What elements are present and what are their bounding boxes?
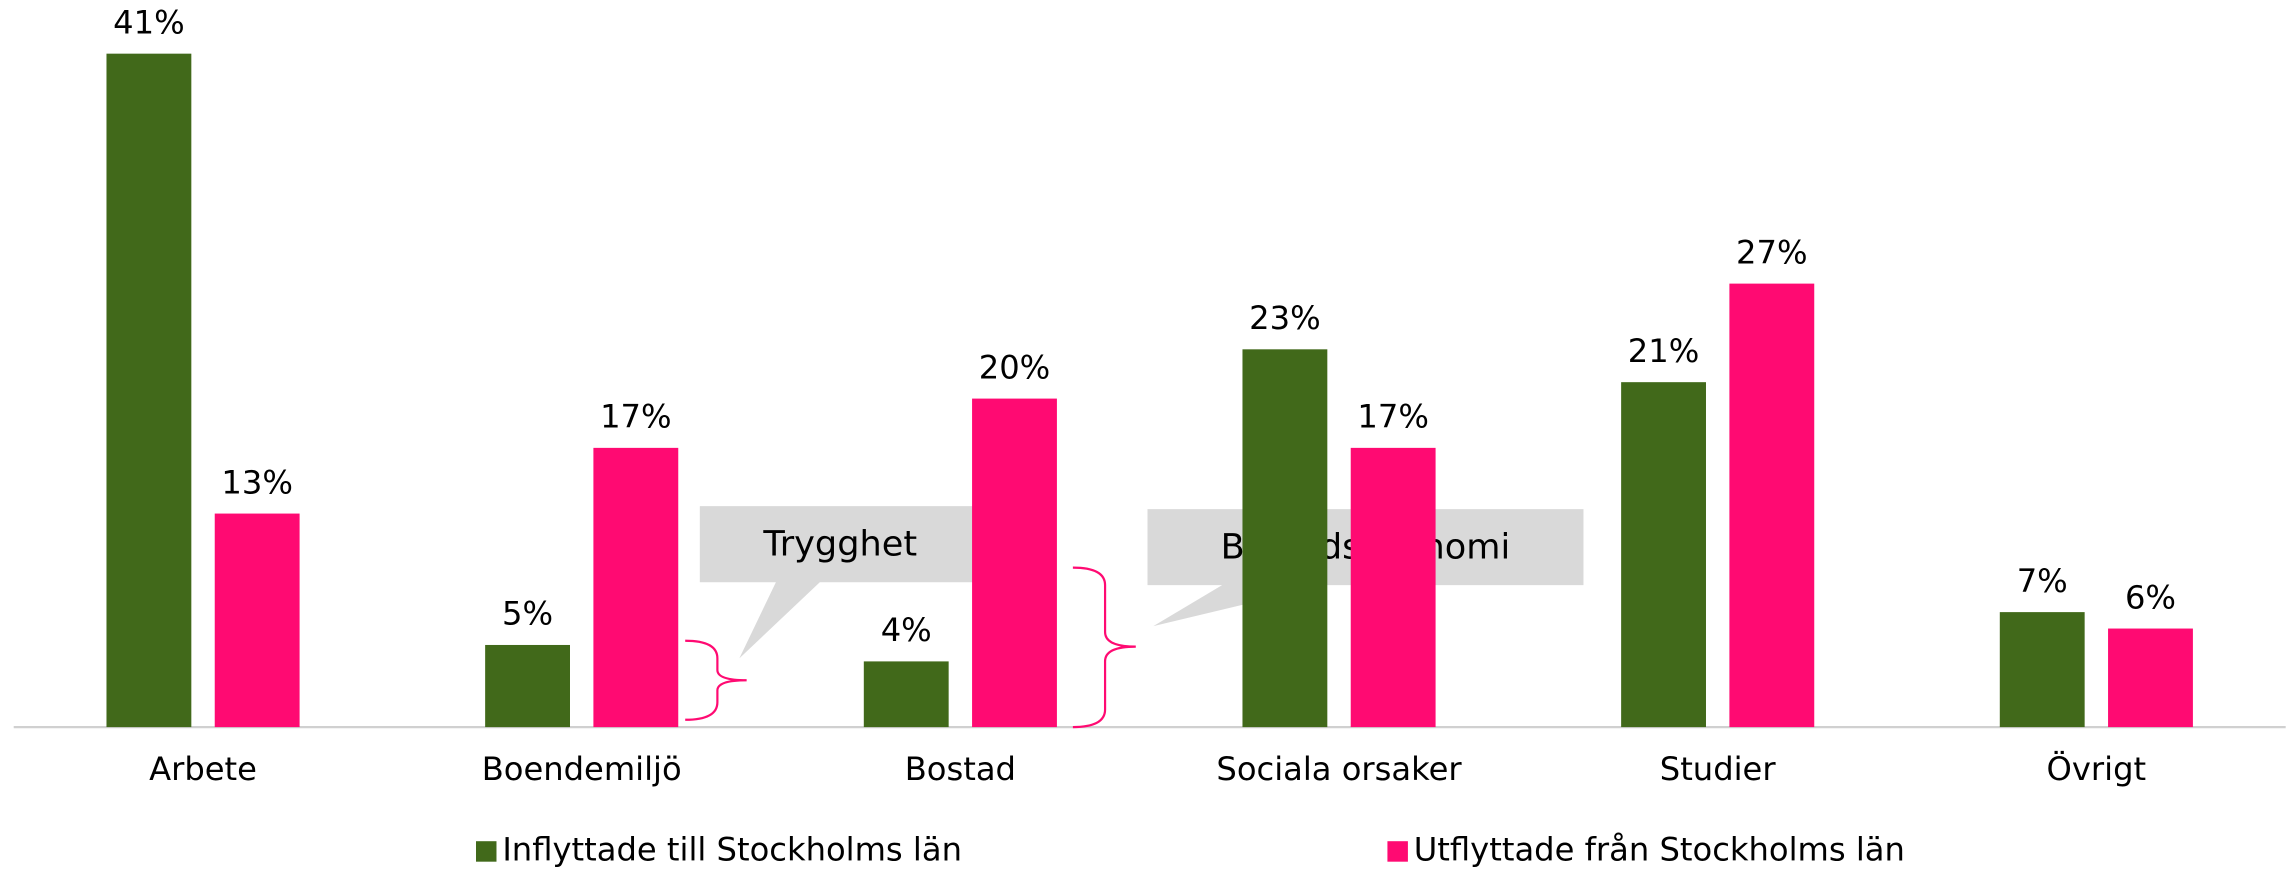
x-tick-label: Bostad [905, 750, 1016, 788]
legend-swatch [476, 841, 497, 862]
data-label: 23% [1249, 299, 1321, 337]
brace [1072, 566, 1136, 729]
bar [2108, 628, 2193, 728]
data-label: 6% [2125, 578, 2176, 616]
legend-label: Inflyttade till Stockholms län [502, 830, 962, 868]
annotation: Trygghet [762, 524, 917, 565]
x-tick-label: Sociala orsaker [1216, 750, 1462, 788]
bar [485, 644, 570, 728]
x-tick-label: Arbete [149, 750, 257, 788]
bar [214, 513, 300, 728]
brace [685, 639, 747, 721]
legend-label: Utflyttade från Stockholms län [1414, 830, 1905, 868]
bar [593, 447, 679, 728]
bar [972, 398, 1057, 728]
data-label: 41% [113, 3, 185, 41]
data-label: 7% [2017, 562, 2068, 600]
bar [1999, 612, 2085, 728]
callout-bostadsekonomi: Bostadsekonomi [1072, 509, 1584, 729]
legend-swatch [1387, 841, 1408, 862]
x-tick-label: Studier [1660, 750, 1777, 788]
data-label: 20% [979, 348, 1051, 386]
data-label: 17% [600, 398, 672, 436]
bar [1621, 382, 1706, 728]
data-label: 5% [502, 595, 553, 633]
x-tick-label: Övrigt [2047, 750, 2147, 788]
bar [1350, 447, 1436, 728]
data-label: 21% [1628, 332, 1700, 370]
bar [1729, 283, 1815, 728]
data-label: 13% [221, 463, 293, 501]
data-label: 27% [1736, 233, 1808, 271]
bar [863, 661, 949, 728]
callout-box [699, 506, 983, 659]
data-label: 17% [1357, 398, 1429, 436]
callout-trygghet: Trygghet [685, 506, 983, 721]
data-label: 4% [881, 611, 932, 649]
bar [1242, 349, 1328, 728]
x-tick-label: Boendemiljö [482, 750, 682, 788]
bar [106, 53, 192, 728]
